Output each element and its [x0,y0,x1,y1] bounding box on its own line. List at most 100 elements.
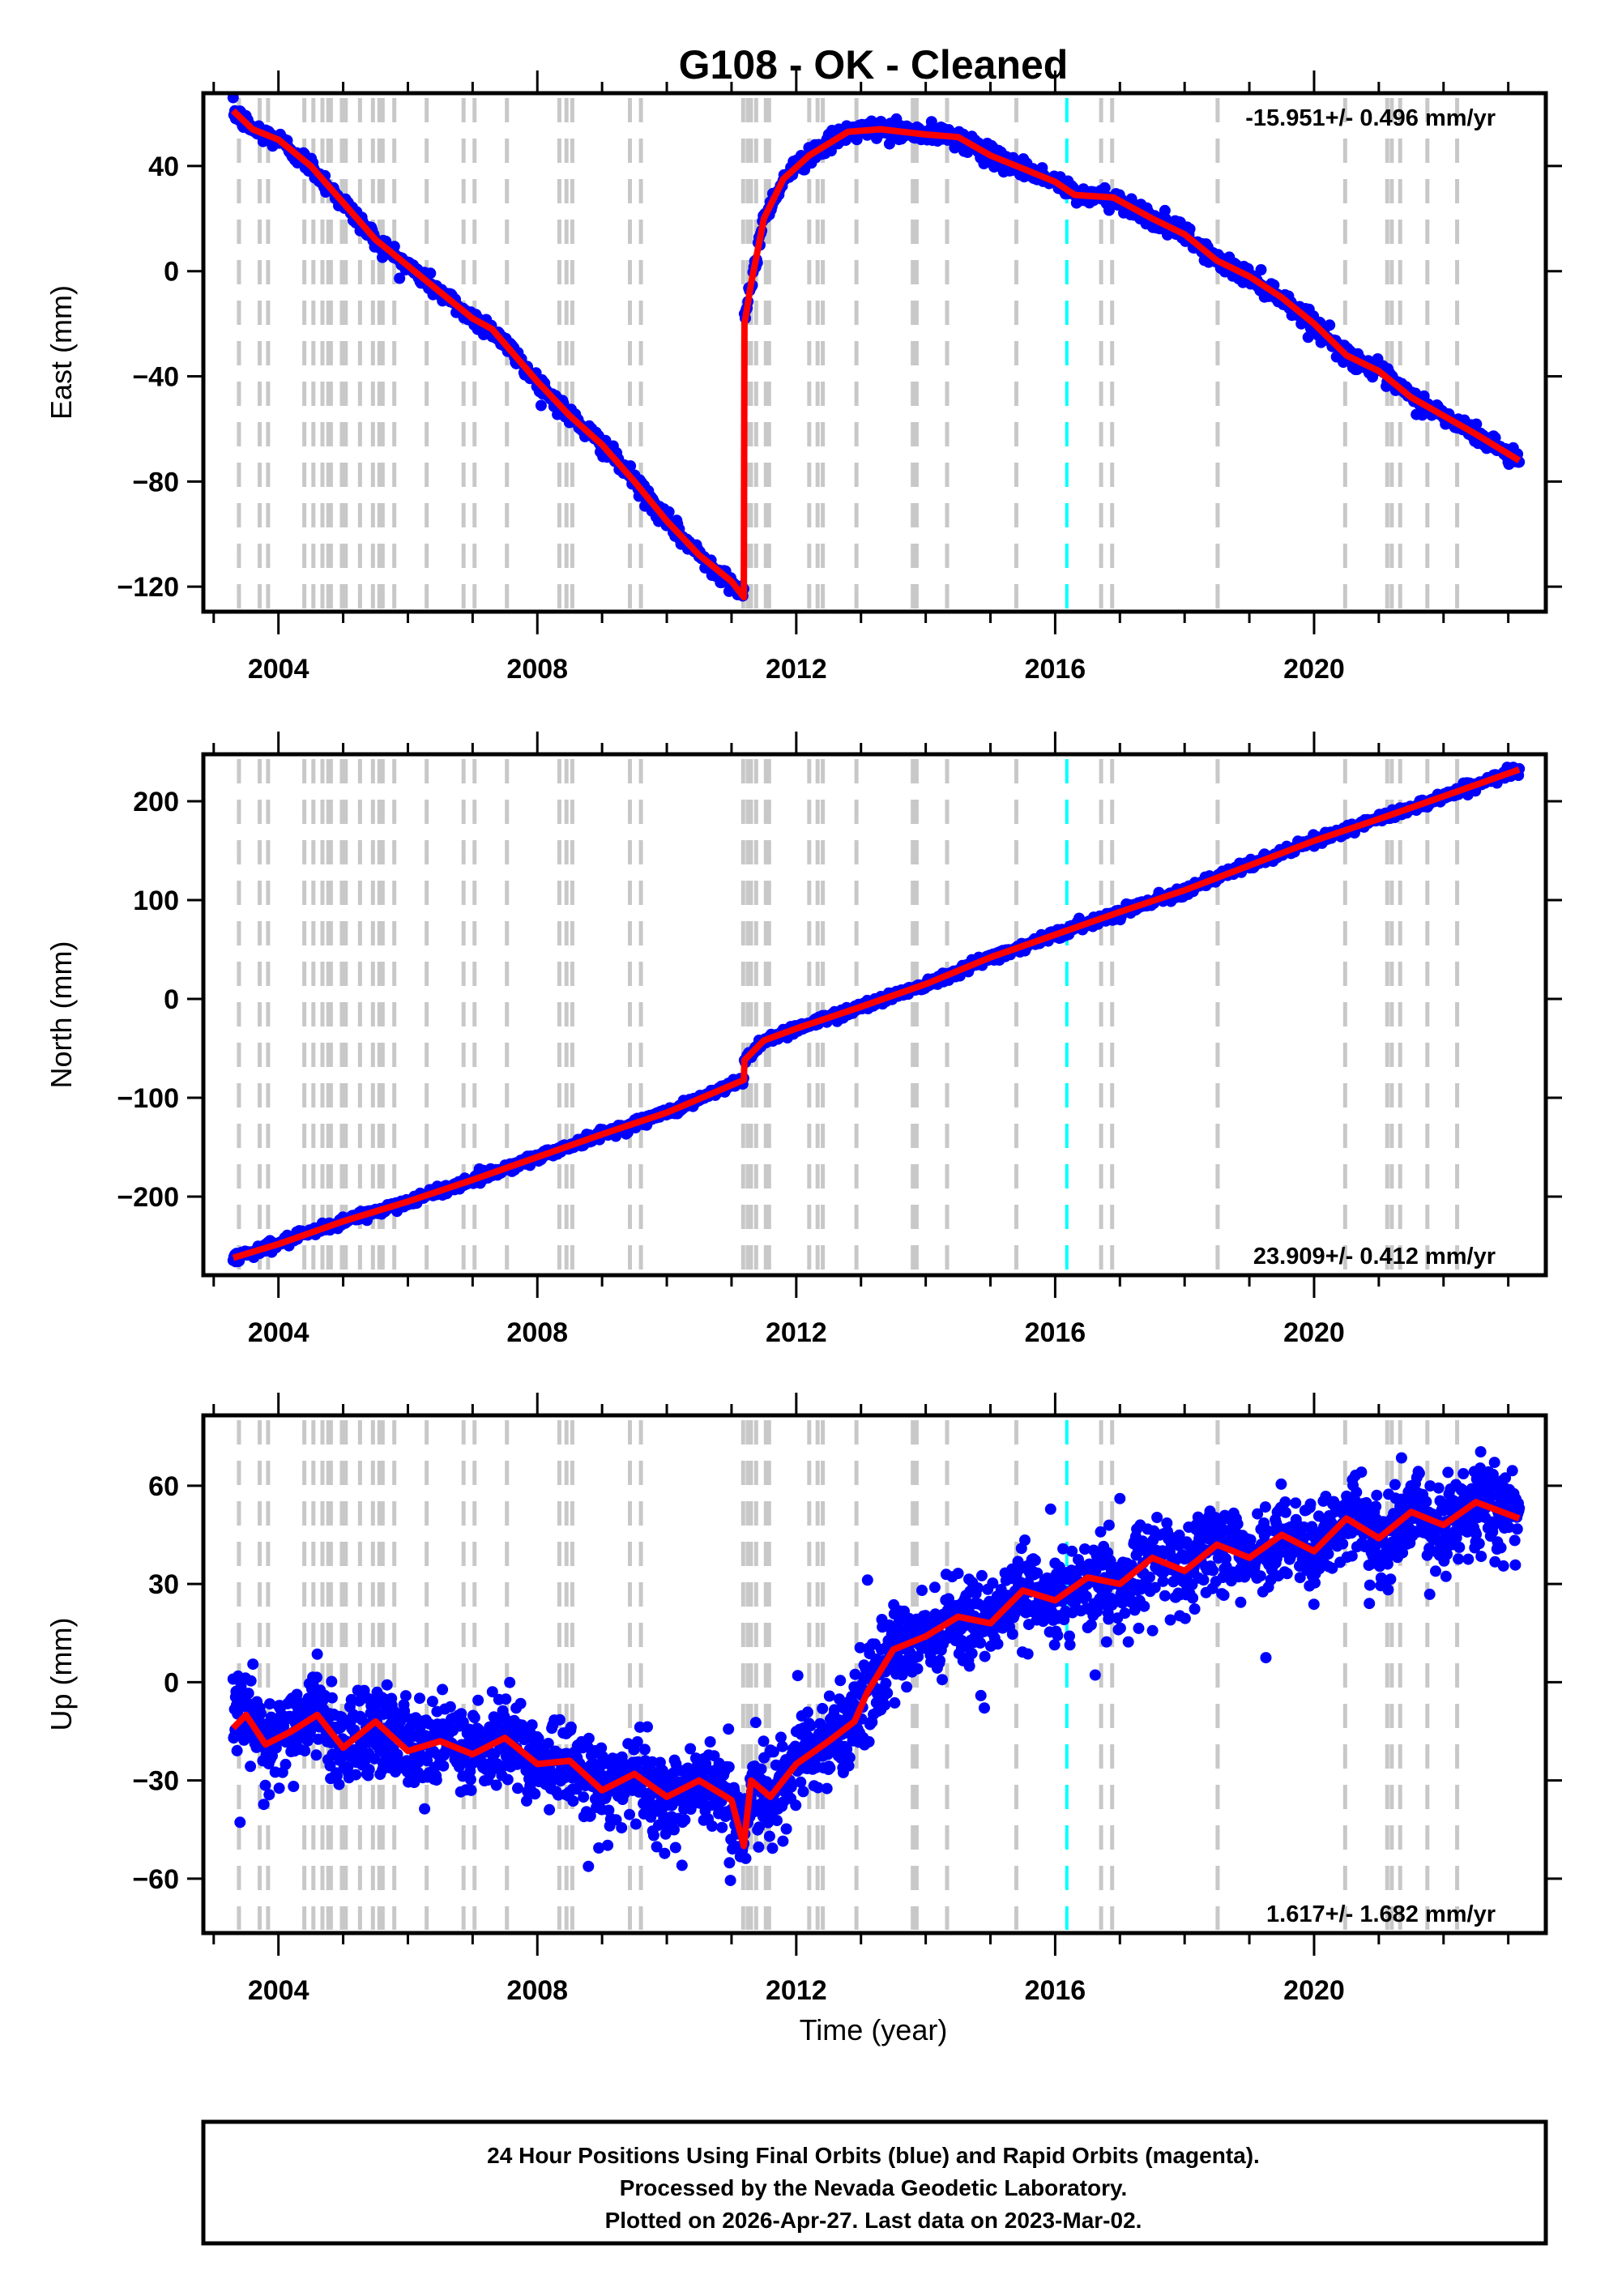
up-data-points [227,1446,1526,1887]
data-point [901,1681,913,1693]
data-point [780,1823,792,1835]
equipment-change-lines [237,98,1460,608]
data-point [490,1779,502,1791]
data-point [676,1859,688,1871]
data-point [1324,319,1336,331]
data-point [514,1697,527,1709]
data-point [333,1778,345,1790]
data-point [966,1647,978,1659]
data-point [749,1717,762,1729]
data-point [812,1782,824,1794]
data-point [723,1761,735,1773]
data-point [350,1769,362,1781]
data-point [916,1585,928,1596]
data-point [647,1829,659,1841]
data-point [785,1781,797,1793]
data-point [567,1795,579,1807]
data-point [583,1860,595,1872]
data-point [879,1699,891,1711]
y-tick-label: −200 [117,1182,179,1213]
data-point [273,1782,285,1795]
data-point [472,1694,484,1706]
data-point [542,1738,554,1749]
data-point [425,267,437,280]
data-point [1031,1567,1044,1579]
data-point [753,1821,765,1833]
chart-title: G108 - OK - Cleaned [679,42,1069,87]
east-y-axis-label: East (mm) [45,285,78,420]
data-point [263,1789,275,1801]
data-point [642,1721,653,1733]
y-tick-label: −40 [132,362,179,393]
data-point [834,1675,847,1687]
data-point [625,460,637,472]
y-tick-label: 0 [164,984,179,1015]
data-point [638,1743,651,1756]
north-y-axis-label: North (mm) [45,941,78,1089]
data-point [685,1743,697,1755]
data-point [498,1710,510,1722]
data-point [245,1760,257,1773]
data-point [258,1799,270,1811]
data-point [755,1763,767,1775]
data-point [602,1839,614,1851]
data-point [975,1689,987,1701]
data-point [881,1687,894,1699]
data-point [659,1828,672,1840]
data-point [952,1568,964,1580]
data-point [1302,331,1314,344]
data-point [767,1746,779,1758]
data-point [630,1818,642,1830]
y-tick-label: 0 [164,257,179,288]
data-point [1066,1545,1078,1557]
data-point [504,1676,516,1688]
data-point [797,1786,809,1798]
data-point [863,1735,875,1748]
data-point [975,1637,987,1649]
data-point [535,399,547,412]
data-point [468,1712,480,1724]
data-point [595,1742,608,1754]
y-tick-label: −100 [117,1083,179,1114]
data-point [775,1731,787,1743]
data-point [861,1574,873,1586]
data-point [1064,1639,1076,1651]
data-point [723,1723,735,1735]
data-point [1057,1543,1069,1555]
data-point [925,116,937,128]
data-point [1058,1614,1070,1626]
data-point [766,1842,779,1854]
east-rate-text: -15.951+/- 0.496 mm/yr [1245,105,1496,131]
data-point [843,1760,855,1772]
data-point [771,1815,783,1827]
equipment-change-lines [237,1420,1460,1930]
data-point [603,1804,615,1816]
data-point [679,1814,691,1826]
data-point [1470,418,1483,430]
data-point [544,1803,556,1816]
data-point [723,1857,736,1869]
data-point [299,1745,311,1757]
data-point [823,1690,835,1702]
data-point [288,1781,300,1792]
data-point [1029,1555,1041,1566]
data-point [651,1841,663,1853]
data-point [631,1736,643,1748]
data-point [972,1582,984,1594]
data-point [326,1692,338,1704]
data-point [663,506,675,518]
data-point [795,1776,807,1788]
east-model-line [231,108,1522,601]
data-point [704,1736,716,1748]
data-point [912,1650,924,1662]
data-point [843,1752,856,1764]
data-point [255,1708,267,1719]
data-point [311,1648,323,1660]
data-point [1052,1629,1064,1641]
data-point [669,1841,681,1854]
data-point [465,1784,477,1796]
data-point [264,1698,275,1710]
data-point [1044,1503,1056,1515]
data-point [501,1773,514,1786]
